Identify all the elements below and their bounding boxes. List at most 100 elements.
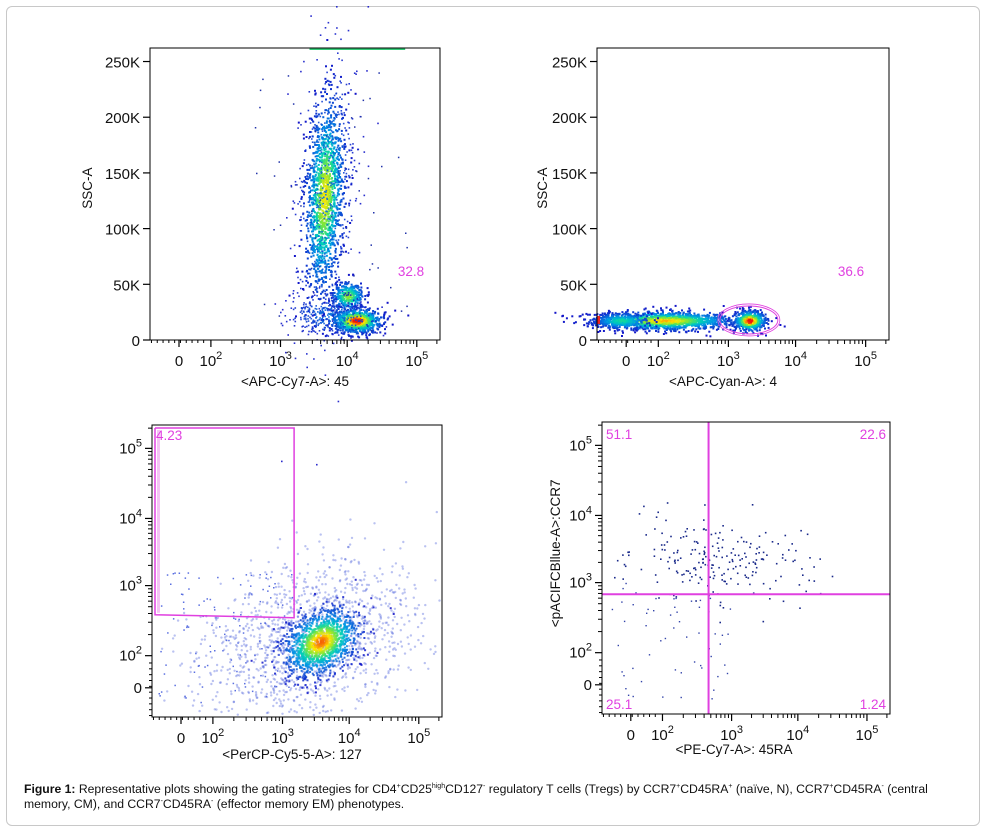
event-dot [304,185,307,187]
event-dot [685,318,688,321]
event-dot [331,313,334,316]
event-dot [327,248,330,250]
event-dot [354,290,357,292]
event-dot [329,252,332,255]
event-dot [309,189,312,192]
event-dot [334,325,336,327]
event-dot [697,324,700,327]
event-dot [323,163,326,166]
event-dot [643,321,646,324]
event-dot [297,127,299,129]
event-dot [586,325,589,328]
event-dot [322,175,325,177]
event-dot [683,318,686,320]
event-dot [313,263,316,265]
event-dot [326,207,329,209]
event-dot [309,316,311,319]
event-dot [325,268,328,271]
event-dot [316,463,318,466]
event-dot [347,302,349,304]
event-dot [387,317,390,320]
event-dot [616,320,619,322]
event-dot [340,316,343,319]
event-dot [304,314,306,317]
event-dot [698,320,701,322]
event-dot [656,314,659,317]
event-dot [355,307,358,310]
event-dot [325,125,328,128]
event-dot [350,182,353,185]
event-dot [583,318,586,321]
event-dot [332,153,335,156]
event-dot [354,301,357,303]
event-dot [317,256,320,258]
event-dot [377,267,379,269]
event-dot [334,235,337,238]
event-dot [330,140,333,143]
event-dot [307,201,310,203]
event-dot [617,323,620,326]
event-dot [343,323,345,326]
event-dot [320,318,323,321]
event-dot [326,195,329,198]
event-dot [336,184,338,187]
event-dot [340,296,343,299]
event-dot [333,187,336,189]
event-dot [639,325,642,328]
event-dot [315,112,318,115]
event-dot [350,305,353,308]
event-dot [628,320,631,323]
event-dot [320,176,323,179]
event-dot [605,318,608,321]
event-dot [621,320,624,323]
event-dot [319,245,322,248]
event-dot [609,320,612,323]
event-dot [327,183,329,186]
event-dot [324,231,327,234]
event-dot [300,287,302,290]
event-dot [317,267,320,270]
event-dot [381,306,383,308]
event-dot [320,177,323,179]
event-dot [333,302,335,304]
event-dot [703,327,706,330]
event-dot [311,189,314,192]
event-dot [682,315,685,318]
event-dot [300,180,303,183]
event-dot [332,160,335,163]
event-dot [310,322,313,324]
event-dot [640,314,643,317]
event-dot [668,324,671,327]
event-dot [340,253,343,256]
event-dot [325,289,328,291]
event-dot [320,171,323,173]
event-dot [340,184,343,187]
event-dot [715,317,718,319]
event-dot [706,323,709,325]
event-dot [327,215,330,218]
event-dot [325,251,328,254]
event-dot [329,320,332,322]
event-dot [368,312,371,315]
event-dot [654,321,657,324]
event-dot [380,316,383,319]
event-dot [341,133,343,135]
event-dot [338,181,341,183]
event-dot [325,65,327,68]
event-dot [335,196,338,199]
event-dot [302,133,305,136]
event-dot [322,166,325,169]
event-dot [349,143,352,146]
event-dot [660,307,662,310]
event-dot [341,113,343,116]
event-dot [314,314,317,316]
event-dot [363,313,366,316]
event-dot [326,79,329,82]
event-dot [383,317,386,320]
event-dot [364,295,367,297]
event-dot [647,316,650,319]
event-dot [341,234,344,237]
event-dot [273,175,276,177]
event-dot [321,200,324,203]
event-dot [306,249,309,252]
